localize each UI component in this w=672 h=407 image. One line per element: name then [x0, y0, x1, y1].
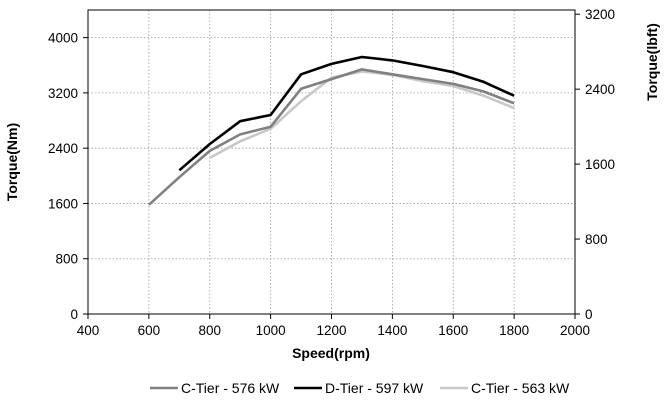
axes: 400 600 800 1000 1200 1400 1600 1800 20000800160… — [48, 7, 615, 338]
series-line — [178, 55, 515, 172]
series-lines — [148, 55, 515, 206]
y-right-tick-label: 2400 — [585, 82, 615, 97]
x-tick-label: 1200 — [316, 323, 346, 338]
x-tick-label: 800 — [198, 323, 221, 338]
y-axis-right-title: Torque(lbft) — [644, 23, 660, 101]
x-axis-title: Speed(rpm) — [292, 345, 370, 361]
y-left-tick-label: 0 — [70, 307, 78, 322]
x-tick-label: 2000 — [560, 323, 590, 338]
y-left-tick-label: 4000 — [48, 31, 78, 46]
x-tick-label: 1000 — [256, 323, 286, 338]
legend: C-Tier - 576 kW D-Tier - 597 kW C-Tier - 5… — [150, 380, 570, 396]
y-left-tick-label: 3200 — [48, 86, 78, 101]
legend-label: C-Tier - 576 kW — [181, 380, 280, 396]
y-right-tick-label: 1600 — [585, 157, 615, 172]
legend-label: C-Tier - 563 kW — [471, 380, 570, 396]
y-right-tick-label: 800 — [585, 232, 608, 247]
series-line — [209, 70, 515, 160]
y-right-tick-label: 0 — [585, 307, 593, 322]
y-left-tick-label: 800 — [55, 252, 78, 267]
x-tick-label: 600 — [138, 323, 161, 338]
y-left-tick-label: 2400 — [48, 141, 78, 156]
x-tick-label: 1400 — [377, 323, 407, 338]
y-left-tick-label: 1600 — [48, 196, 78, 211]
grid-lines — [88, 10, 575, 314]
legend-label: D-Tier - 597 kW — [325, 380, 424, 396]
x-tick-label: 400 — [77, 323, 100, 338]
x-tick-label: 1800 — [499, 323, 529, 338]
x-tick-label: 1600 — [438, 323, 468, 338]
y-right-tick-label: 3200 — [585, 7, 615, 22]
y-axis-left-title: Torque(Nm) — [4, 123, 20, 201]
series-line — [148, 68, 515, 206]
